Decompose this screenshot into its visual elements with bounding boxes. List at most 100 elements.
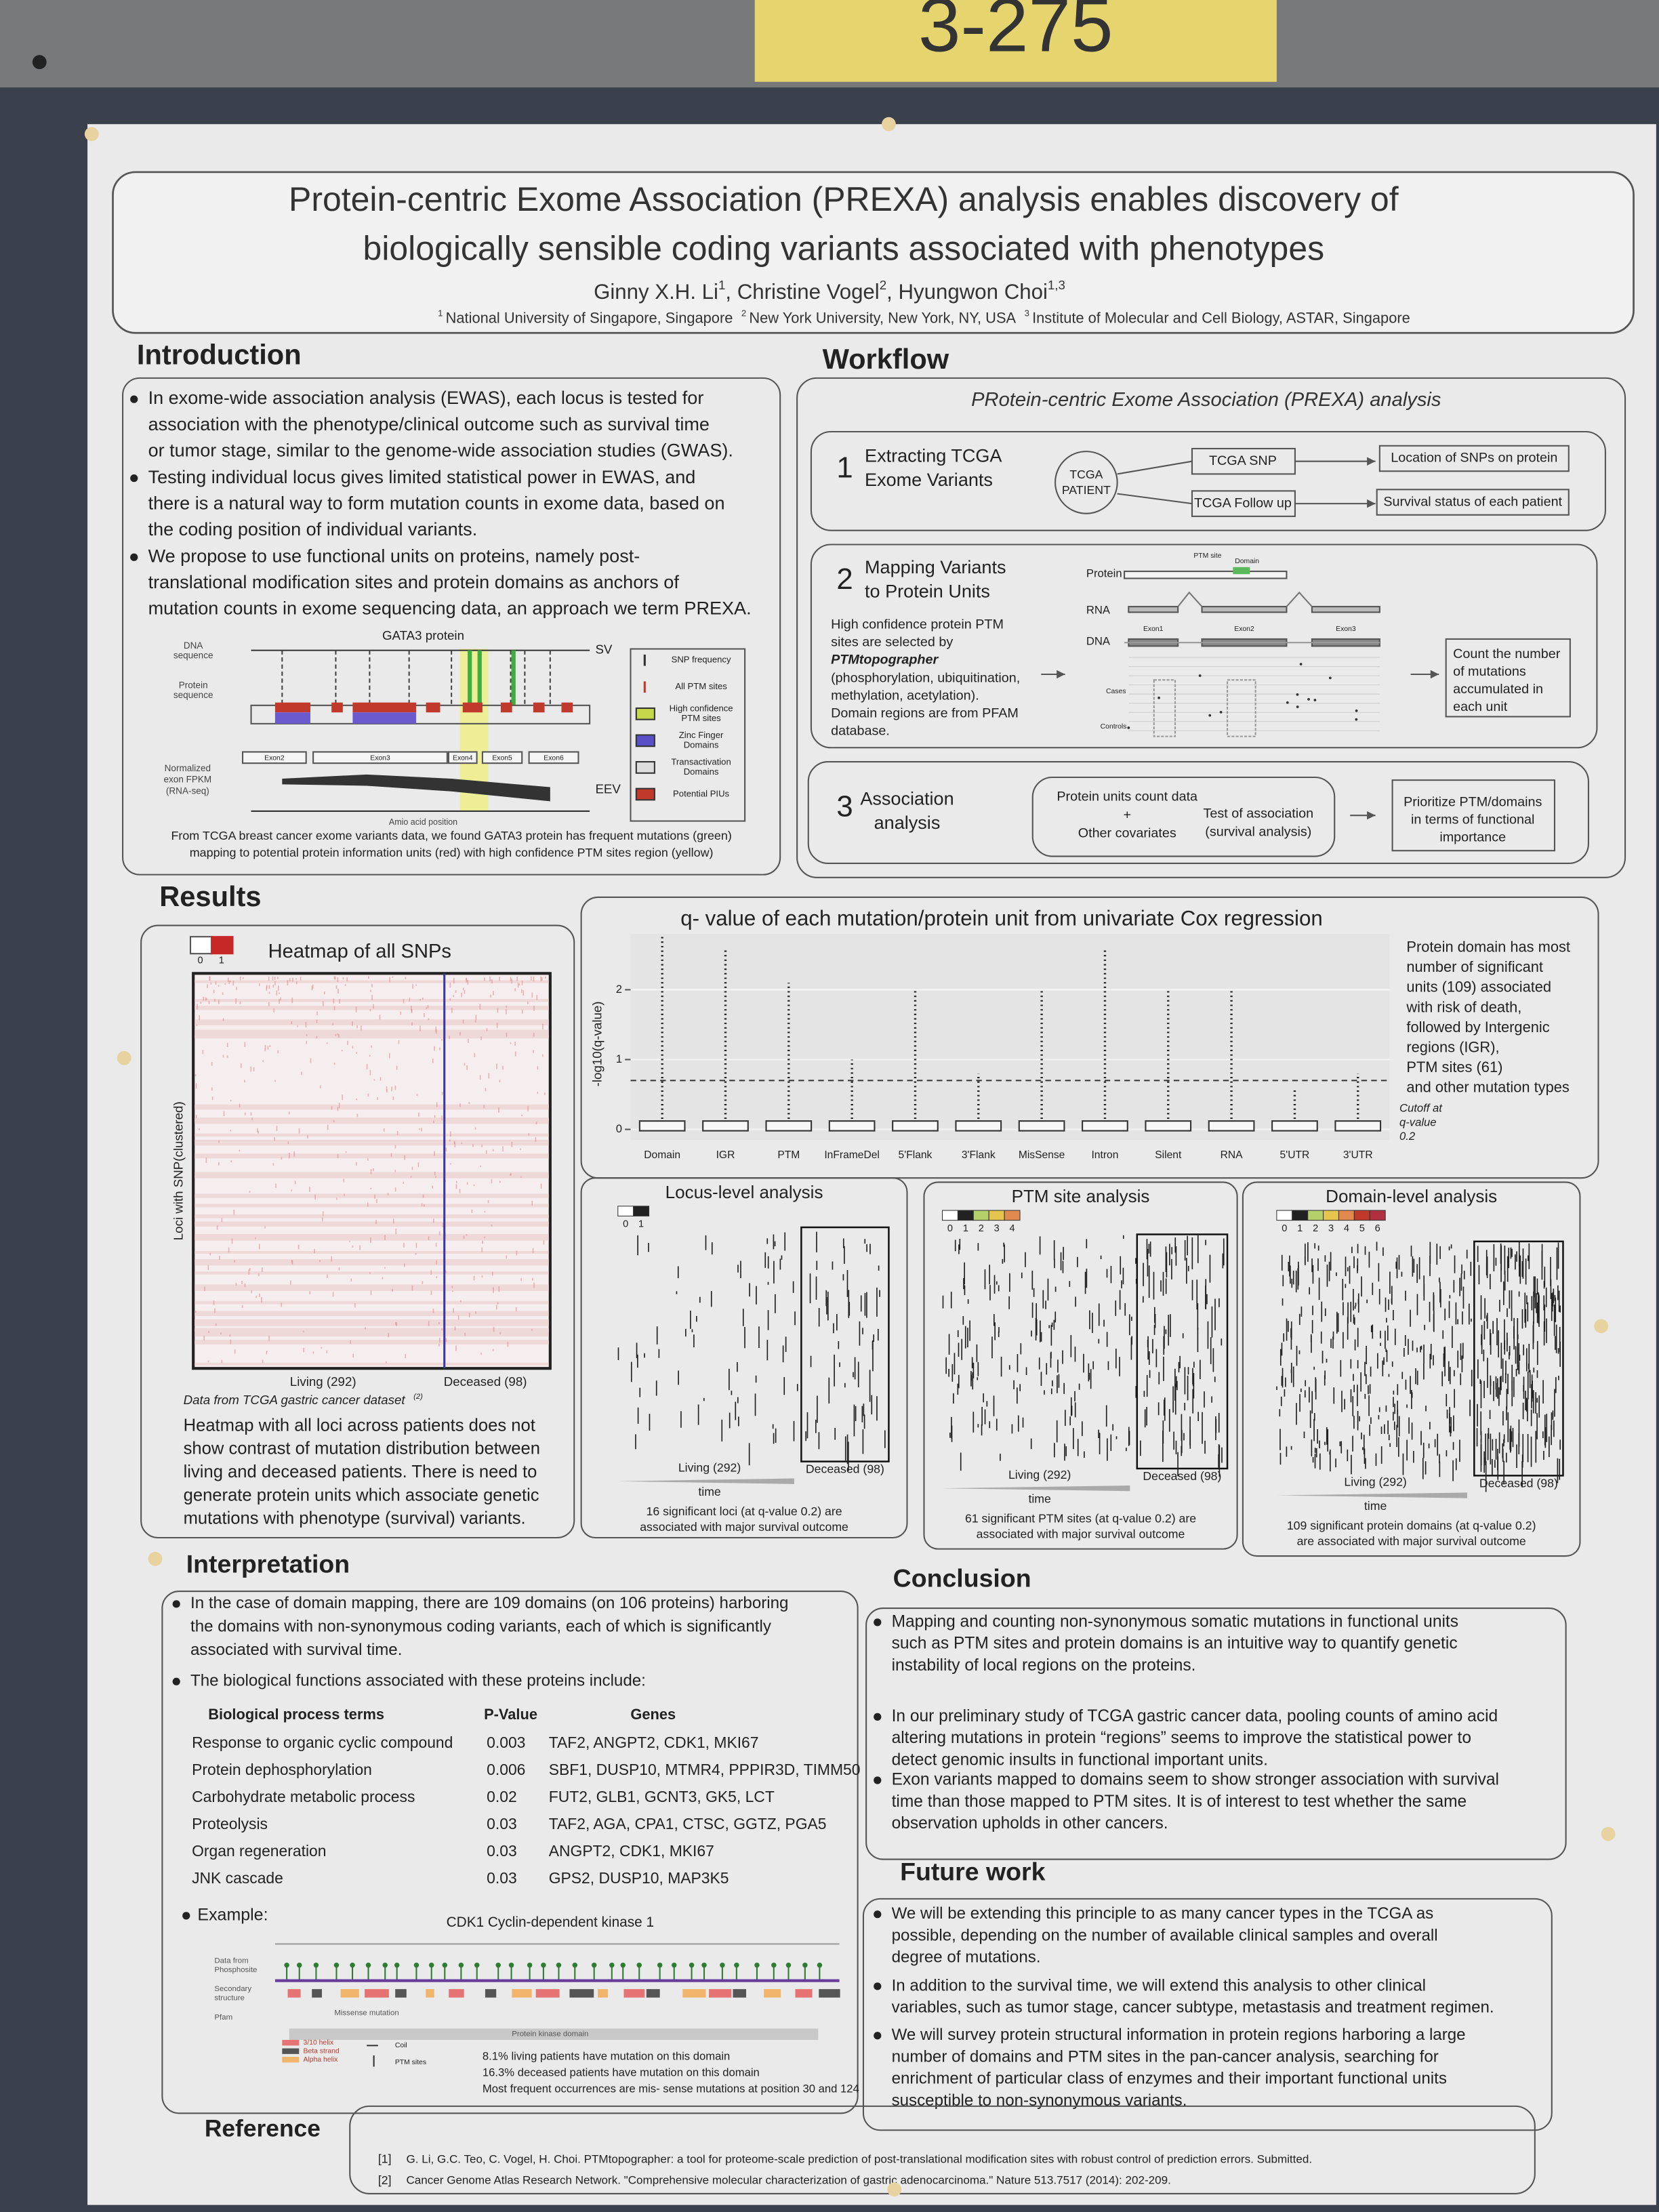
heatmap-cell: [498, 1286, 500, 1292]
heatmap-cell: [249, 1191, 251, 1193]
legend-swatch: [635, 787, 655, 801]
heatmap-cell: [337, 1033, 339, 1036]
y-tick-label: 2: [616, 983, 622, 996]
heatmap-cell: [417, 1162, 419, 1167]
heatmap-cell: [438, 1343, 440, 1347]
heatmap-cell: [277, 1050, 279, 1054]
heatmap-cell: [370, 989, 371, 992]
structure-block: [287, 1989, 301, 1998]
step-title: Association: [860, 788, 954, 808]
heatmap-cell: [375, 1220, 377, 1224]
heatmap-cell: [333, 976, 335, 980]
variant-dot: [1127, 726, 1130, 729]
heatmap-cell: [481, 1275, 483, 1278]
heatmap-cell: [268, 985, 270, 989]
structure-block: [598, 1989, 608, 1998]
heatmap-cell: [231, 1238, 233, 1244]
bullet: [172, 1677, 180, 1685]
box-label: of mutations: [1453, 664, 1526, 679]
bullet-text: We propose to use functional units on pr…: [148, 546, 640, 566]
heatmap-cell: [350, 1340, 352, 1344]
structure-block: [795, 1989, 813, 1998]
heatmap-cell: [257, 1128, 258, 1132]
title: biologically sensible coding variants as…: [363, 230, 1325, 268]
scale-label: 3: [1328, 1223, 1334, 1234]
exon-label: Exon2: [1234, 626, 1254, 633]
deceased-block: [1473, 1240, 1564, 1477]
bullet-text: time than those mapped to PTM sites. It …: [892, 1793, 1467, 1811]
heatmap-cell: [537, 1066, 539, 1070]
heatmap-cell: [506, 1255, 508, 1259]
heatmap-cell: [486, 1150, 487, 1154]
heatmap-cell: [203, 996, 205, 1001]
heatmap-band: [194, 1233, 549, 1241]
heatmap-cell: [415, 984, 417, 986]
bullet-text: possible, depending on the number of ava…: [892, 1926, 1438, 1944]
heatmap-cell: [388, 1052, 390, 1059]
bullet-text: Testing individual locus gives limited s…: [148, 467, 696, 487]
heatmap-cell: [370, 1290, 372, 1296]
step-number: 1: [836, 451, 853, 485]
heatmap-cell: [290, 1280, 291, 1285]
box-label: importance: [1439, 830, 1506, 845]
heatmap-cell: [435, 1176, 436, 1178]
heatmap-band: [194, 1104, 549, 1109]
table-cell: ANGPT2, CDK1, MKI67: [549, 1842, 714, 1860]
heatmap-cell: [352, 1245, 354, 1248]
heatmap-cell: [445, 1147, 447, 1151]
heatmap-cell: [455, 1181, 457, 1183]
heatmap-cell: [341, 1049, 343, 1052]
heatmap-cell: [462, 1019, 464, 1024]
heatmap-cell: [276, 1126, 278, 1131]
heatmap-cell: [292, 977, 293, 982]
heatmap-cell: [388, 1333, 390, 1338]
heatmap-cell: [545, 976, 546, 979]
ptm-head: [394, 1962, 400, 1968]
heatmap-cell: [342, 977, 344, 980]
heatmap-cell: [236, 987, 237, 990]
heatmap-cell: [367, 1158, 369, 1161]
color-bar: [942, 1210, 958, 1221]
box-label: TCGA SNP: [1209, 453, 1277, 468]
variant-dot: [1355, 718, 1358, 721]
heatmap-cell: [253, 1067, 255, 1071]
x-tick-label: Silent: [1155, 1149, 1182, 1161]
variant-dot: [1299, 663, 1303, 665]
legend-label: Alpha helix: [304, 2056, 339, 2064]
heatmap-cell: [281, 1157, 283, 1160]
heatmap-cell: [530, 976, 532, 981]
legend-label: Coil: [395, 2042, 407, 2049]
heatmap-cell: [380, 1077, 382, 1081]
panel-note: and other mutation types: [1406, 1079, 1570, 1096]
heatmap-cell: [455, 1345, 457, 1351]
time-arrow: [1276, 1492, 1467, 1498]
heatmap-cell: [322, 1217, 323, 1222]
heatmap-cell: [492, 1349, 494, 1351]
heatmap-cell: [541, 977, 543, 981]
heatmap-cell: [215, 981, 217, 985]
heatmap-cell: [453, 977, 455, 984]
heatmap-cell: [307, 1135, 308, 1139]
bullet: [172, 1600, 180, 1608]
box-label: Count the number: [1453, 647, 1561, 661]
legend-label: Zinc Finger: [679, 730, 724, 740]
screw: [32, 55, 47, 69]
heatmap-cell: [467, 979, 469, 985]
panel-title: PTM site analysis: [1012, 1186, 1150, 1206]
output-box: [1391, 779, 1555, 852]
arrow-head: [1367, 811, 1376, 820]
axis-label: time: [698, 1485, 721, 1498]
arrow-head: [1367, 499, 1376, 508]
heatmap-cell: [305, 1021, 307, 1028]
ptm-head: [754, 1962, 760, 1968]
axis-label: -log10(q-value): [590, 1001, 605, 1086]
heatmap-cell: [319, 1260, 321, 1262]
heatmap-cell: [301, 1071, 302, 1076]
heatmap-cell: [264, 1226, 266, 1229]
source-note: Data from TCGA gastric cancer dataset (2): [184, 1393, 423, 1407]
step-text: (phosphorylation, ubiquitination,: [831, 670, 1020, 685]
exon-label: Exon1: [1143, 626, 1164, 633]
section-heading: Workflow: [823, 343, 949, 375]
reference-text: Cancer Genome Atlas Research Network. "C…: [407, 2174, 1171, 2187]
ptm-head: [734, 1962, 739, 1968]
